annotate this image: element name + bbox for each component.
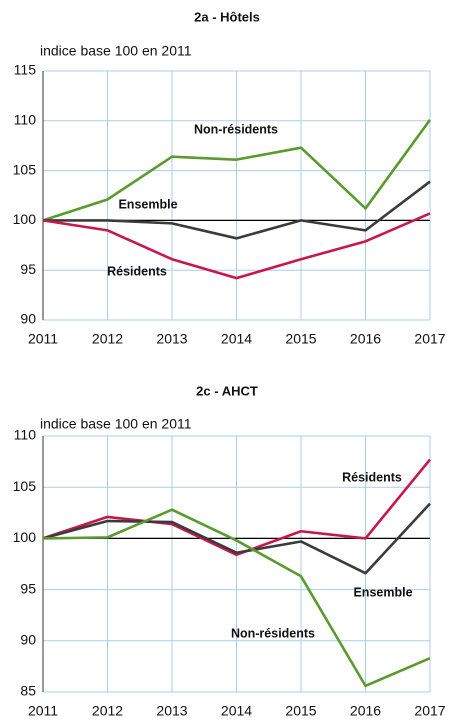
y-tick-label: 100 xyxy=(13,211,37,227)
x-tick-label: 2013 xyxy=(156,703,187,719)
x-tick-label: 2014 xyxy=(221,331,252,347)
x-tick-label: 2015 xyxy=(285,331,316,347)
series-line xyxy=(42,212,431,280)
series-line xyxy=(42,458,432,557)
chart-title: 2a - Hôtels xyxy=(194,9,260,24)
x-tick-label: 2017 xyxy=(414,703,445,719)
y-tick-label: 90 xyxy=(20,311,36,327)
series-line xyxy=(43,180,431,240)
series-line xyxy=(42,508,431,688)
x-tick-label: 2014 xyxy=(221,703,252,719)
x-tick-label: 2015 xyxy=(285,703,316,719)
chart-title: 2c - AHCT xyxy=(196,383,258,398)
y-tick-label: 90 xyxy=(20,632,36,648)
series-label: Résidents xyxy=(342,470,402,484)
y-tick-label: 100 xyxy=(13,529,37,545)
series-label: Non-résidents xyxy=(231,626,315,640)
x-tick-label: 2012 xyxy=(92,331,123,347)
y-tick-label: 110 xyxy=(14,427,37,443)
y-tick-label: 85 xyxy=(20,683,36,699)
y-tick-label: 105 xyxy=(13,478,37,494)
x-tick-label: 2016 xyxy=(350,703,381,719)
y-tick-label: 110 xyxy=(14,112,37,128)
y-tick-label: 95 xyxy=(20,261,36,277)
y-axis-label: indice base 100 en 2011 xyxy=(40,43,192,59)
series-label: Ensemble xyxy=(118,197,177,211)
series-label: Non-résidents xyxy=(194,122,278,136)
x-tick-label: 2011 xyxy=(28,331,58,347)
series-line xyxy=(42,119,432,222)
y-tick-label: 115 xyxy=(14,62,37,78)
x-tick-label: 2017 xyxy=(414,331,445,347)
x-tick-label: 2012 xyxy=(92,703,123,719)
y-tick-label: 95 xyxy=(20,580,36,596)
series-line xyxy=(42,502,431,575)
y-axis-label: indice base 100 en 2011 xyxy=(40,416,192,432)
x-tick-label: 2011 xyxy=(28,703,58,719)
series-label: Ensemble xyxy=(353,585,412,599)
x-tick-label: 2013 xyxy=(156,331,187,347)
series-label: Résidents xyxy=(107,264,167,278)
x-tick-label: 2016 xyxy=(350,331,381,347)
y-tick-label: 105 xyxy=(13,161,37,177)
